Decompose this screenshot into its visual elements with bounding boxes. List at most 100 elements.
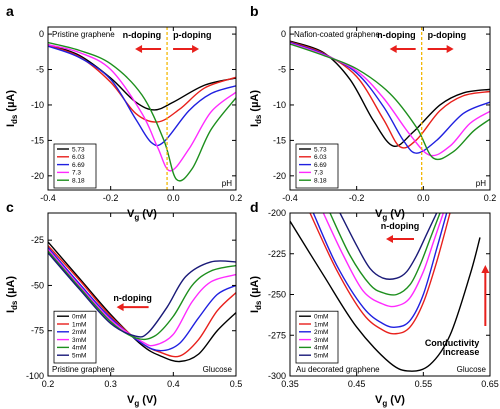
x-tick-label: 0.65 (481, 379, 499, 389)
legend-entry: 1mM (314, 321, 328, 328)
y-tick-label: -100 (26, 371, 44, 381)
n-doping-arrowhead (389, 45, 397, 53)
conductivity-label: Conductivity increase (425, 338, 480, 357)
n-doping-arrowhead (135, 45, 143, 53)
x-tick-label: 0.4 (167, 379, 180, 389)
x-tick-label: -0.4 (282, 193, 298, 203)
sample-label: Pristine graphene (52, 365, 115, 374)
y-tick-label: -20 (273, 171, 286, 181)
y-tick-label: -50 (31, 280, 44, 290)
series-line-7.3 (48, 44, 236, 172)
x-tick-label: -0.2 (349, 193, 365, 203)
x-axis-label: Vg (V) (375, 394, 405, 408)
plot-frame (289, 26, 491, 191)
y-tick-label: -5 (36, 65, 44, 75)
series-line-8.18 (48, 41, 236, 182)
series-group (48, 241, 236, 363)
x-axis-label: Vg (V) (127, 394, 157, 408)
x-tick-label: 0.2 (484, 193, 497, 203)
series-group (290, 213, 481, 372)
y-tick-label: 0 (281, 29, 286, 39)
legend-entry: 0mM (72, 314, 86, 321)
legend-entry: 4mM (72, 345, 86, 352)
legend: 5.736.036.697.38.18 (295, 143, 339, 189)
y-tick-label: -20 (31, 171, 44, 181)
legend-entry: 5mM (314, 353, 328, 360)
legend: 5.736.036.697.38.18 (53, 143, 97, 189)
n-doping-arrowhead (116, 303, 124, 312)
legend-entry: 6.03 (72, 154, 85, 161)
legend-entry: 5.73 (72, 146, 85, 153)
n-doping-label: n-doping (381, 221, 419, 231)
n-doping-label: n-doping (113, 293, 151, 303)
x-tick-label: 0.2 (230, 193, 243, 203)
x-tick-label: 0.3 (104, 379, 117, 389)
y-tick-label: -5 (278, 65, 286, 75)
panel-label: a (6, 3, 14, 19)
x-tick-label: 0.35 (281, 379, 299, 389)
n-doping-label: n-doping (123, 30, 161, 40)
panel-c: c 0.2 0.3 0.4 0.5 -25 -50 -75 -100 Vg (V) Ids (µA)… (5, 199, 242, 408)
legend-box (295, 310, 339, 364)
legend-box (53, 310, 97, 364)
legend-entry: 3mM (72, 337, 86, 344)
panel-label: c (6, 199, 14, 215)
sample-label: Pristine graphene (52, 30, 115, 39)
series-line-6.03 (290, 41, 490, 149)
conductivity-arrowhead (481, 265, 490, 273)
series-line-5mM (339, 213, 438, 280)
series-group (48, 41, 236, 182)
corner-label: pH (476, 179, 486, 188)
x-tick-label: -0.4 (40, 193, 56, 203)
legend-entry: 7.3 (314, 170, 323, 177)
series-line-2mM (312, 213, 448, 328)
sample-label: Au decorated graphene (296, 365, 380, 374)
corner-label: Glucose (457, 365, 487, 374)
n-doping-arrowhead (386, 235, 393, 243)
series-line-3mM (48, 248, 236, 347)
legend-entry: 2mM (72, 329, 86, 336)
legend-entry: 7.3 (72, 170, 81, 177)
x-tick-label: 0.45 (348, 379, 366, 389)
y-tick-label: -10 (273, 100, 286, 110)
legend-entry: 2mM (314, 329, 328, 336)
y-tick-label: -15 (273, 135, 286, 145)
x-axis-label: Vg (V) (375, 208, 405, 222)
legend-entry: 1mM (72, 321, 86, 328)
series-group (290, 40, 490, 161)
n-doping-label: n-doping (377, 30, 415, 40)
corner-label: pH (222, 179, 232, 188)
x-tick-label: -0.2 (103, 193, 119, 203)
plot-frame (47, 26, 237, 191)
y-axis-label: Ids (µA) (5, 90, 19, 127)
x-tick-label: 0.55 (415, 379, 433, 389)
plot-frame (47, 212, 237, 377)
legend-entry: 6.69 (314, 162, 327, 169)
panel-label: d (250, 199, 259, 215)
series-line-2mM (48, 246, 236, 352)
p-doping-label: p-doping (428, 30, 466, 40)
series-line-3mM (322, 213, 444, 308)
legend-entry: 6.03 (314, 154, 327, 161)
series-line-4mM (329, 213, 441, 296)
legend-entry: 4mM (314, 345, 328, 352)
corner-label: Glucose (203, 365, 233, 374)
y-tick-label: -300 (268, 371, 286, 381)
sample-label: Nafion-coated graphene (294, 30, 380, 39)
legend-entry: 6.69 (72, 162, 85, 169)
panel-b: b -0.4 -0.2 0.0 0.2 0 -5 -10 -15 -20 Vg (V) Ids (µA… (249, 3, 496, 222)
series-line-1mM (48, 245, 236, 358)
series-line-6.69 (48, 45, 236, 147)
y-tick-label: -75 (31, 326, 44, 336)
legend-entry: 0mM (314, 314, 328, 321)
x-tick-label: 0.0 (417, 193, 430, 203)
series-line-0mM (290, 220, 481, 372)
x-axis-label: Vg (V) (127, 208, 157, 222)
y-tick-label: -225 (268, 249, 286, 259)
legend-entry: 8.18 (72, 178, 85, 185)
y-tick-label: -10 (31, 100, 44, 110)
p-doping-arrowhead (446, 45, 454, 53)
y-axis-label: Ids (µA) (5, 276, 19, 313)
